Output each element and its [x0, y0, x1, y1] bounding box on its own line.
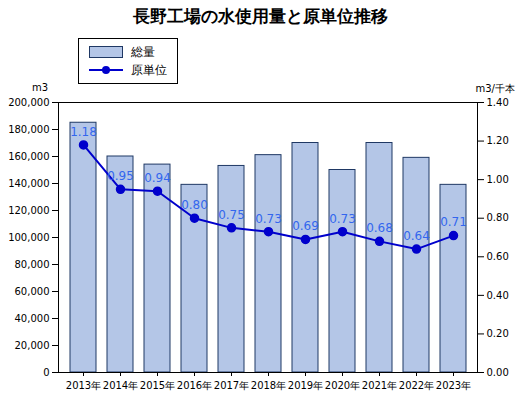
- svg-text:0.69: 0.69: [292, 219, 319, 233]
- svg-text:100,000: 100,000: [8, 232, 49, 243]
- svg-text:2020年: 2020年: [325, 380, 360, 391]
- svg-text:1.20: 1.20: [487, 135, 509, 146]
- svg-text:20,000: 20,000: [15, 340, 50, 351]
- svg-text:1.00: 1.00: [487, 174, 509, 185]
- svg-text:2016年: 2016年: [177, 380, 212, 391]
- svg-text:2013年: 2013年: [66, 380, 101, 391]
- svg-text:180,000: 180,000: [8, 124, 49, 135]
- svg-text:1.40: 1.40: [487, 97, 509, 108]
- html-text:長野工場の水使用量と原単位推移: 長野工場の水使用量と原単位推移: [133, 6, 388, 26]
- svg-text:2018年: 2018年: [251, 380, 286, 391]
- svg-text:0.73: 0.73: [329, 212, 356, 226]
- svg-text:60,000: 60,000: [15, 286, 50, 297]
- svg-text:2022年: 2022年: [399, 380, 434, 391]
- svg-text:200,000: 200,000: [8, 97, 49, 108]
- svg-text:0.75: 0.75: [218, 208, 245, 222]
- svg-text:0.68: 0.68: [366, 221, 393, 235]
- html-text:m3/千本: m3/千本: [475, 83, 515, 94]
- svg-text:2023年: 2023年: [436, 380, 471, 391]
- svg-text:2017年: 2017年: [214, 380, 249, 391]
- svg-text:0.71: 0.71: [440, 215, 467, 229]
- svg-text:140,000: 140,000: [8, 178, 49, 189]
- svg-text:0.40: 0.40: [487, 290, 509, 301]
- svg-text:1.18: 1.18: [70, 125, 97, 139]
- svg-text:120,000: 120,000: [8, 205, 49, 216]
- svg-text:0.60: 0.60: [487, 251, 509, 262]
- svg-text:0.73: 0.73: [255, 212, 282, 226]
- svg-text:0.80: 0.80: [181, 198, 208, 212]
- svg-text:2014年: 2014年: [103, 380, 138, 391]
- svg-text:2019年: 2019年: [288, 380, 323, 391]
- svg-text:80,000: 80,000: [15, 259, 50, 270]
- svg-text:2015年: 2015年: [140, 380, 175, 391]
- svg-text:0.94: 0.94: [144, 171, 171, 185]
- svg-text:160,000: 160,000: [8, 151, 49, 162]
- svg-text:40,000: 40,000: [15, 313, 50, 324]
- svg-text:0.00: 0.00: [487, 367, 509, 378]
- html-text:総量: 総量: [131, 44, 155, 59]
- svg-text:0: 0: [43, 367, 49, 378]
- svg-text:0.95: 0.95: [107, 169, 134, 183]
- svg-text:0.20: 0.20: [487, 328, 509, 339]
- svg-text:0.64: 0.64: [403, 229, 430, 243]
- html-text:m3: m3: [32, 82, 49, 93]
- svg-text:0.80: 0.80: [487, 212, 509, 223]
- html-text:原単位: 原単位: [131, 62, 167, 77]
- svg-text:2021年: 2021年: [362, 380, 397, 391]
